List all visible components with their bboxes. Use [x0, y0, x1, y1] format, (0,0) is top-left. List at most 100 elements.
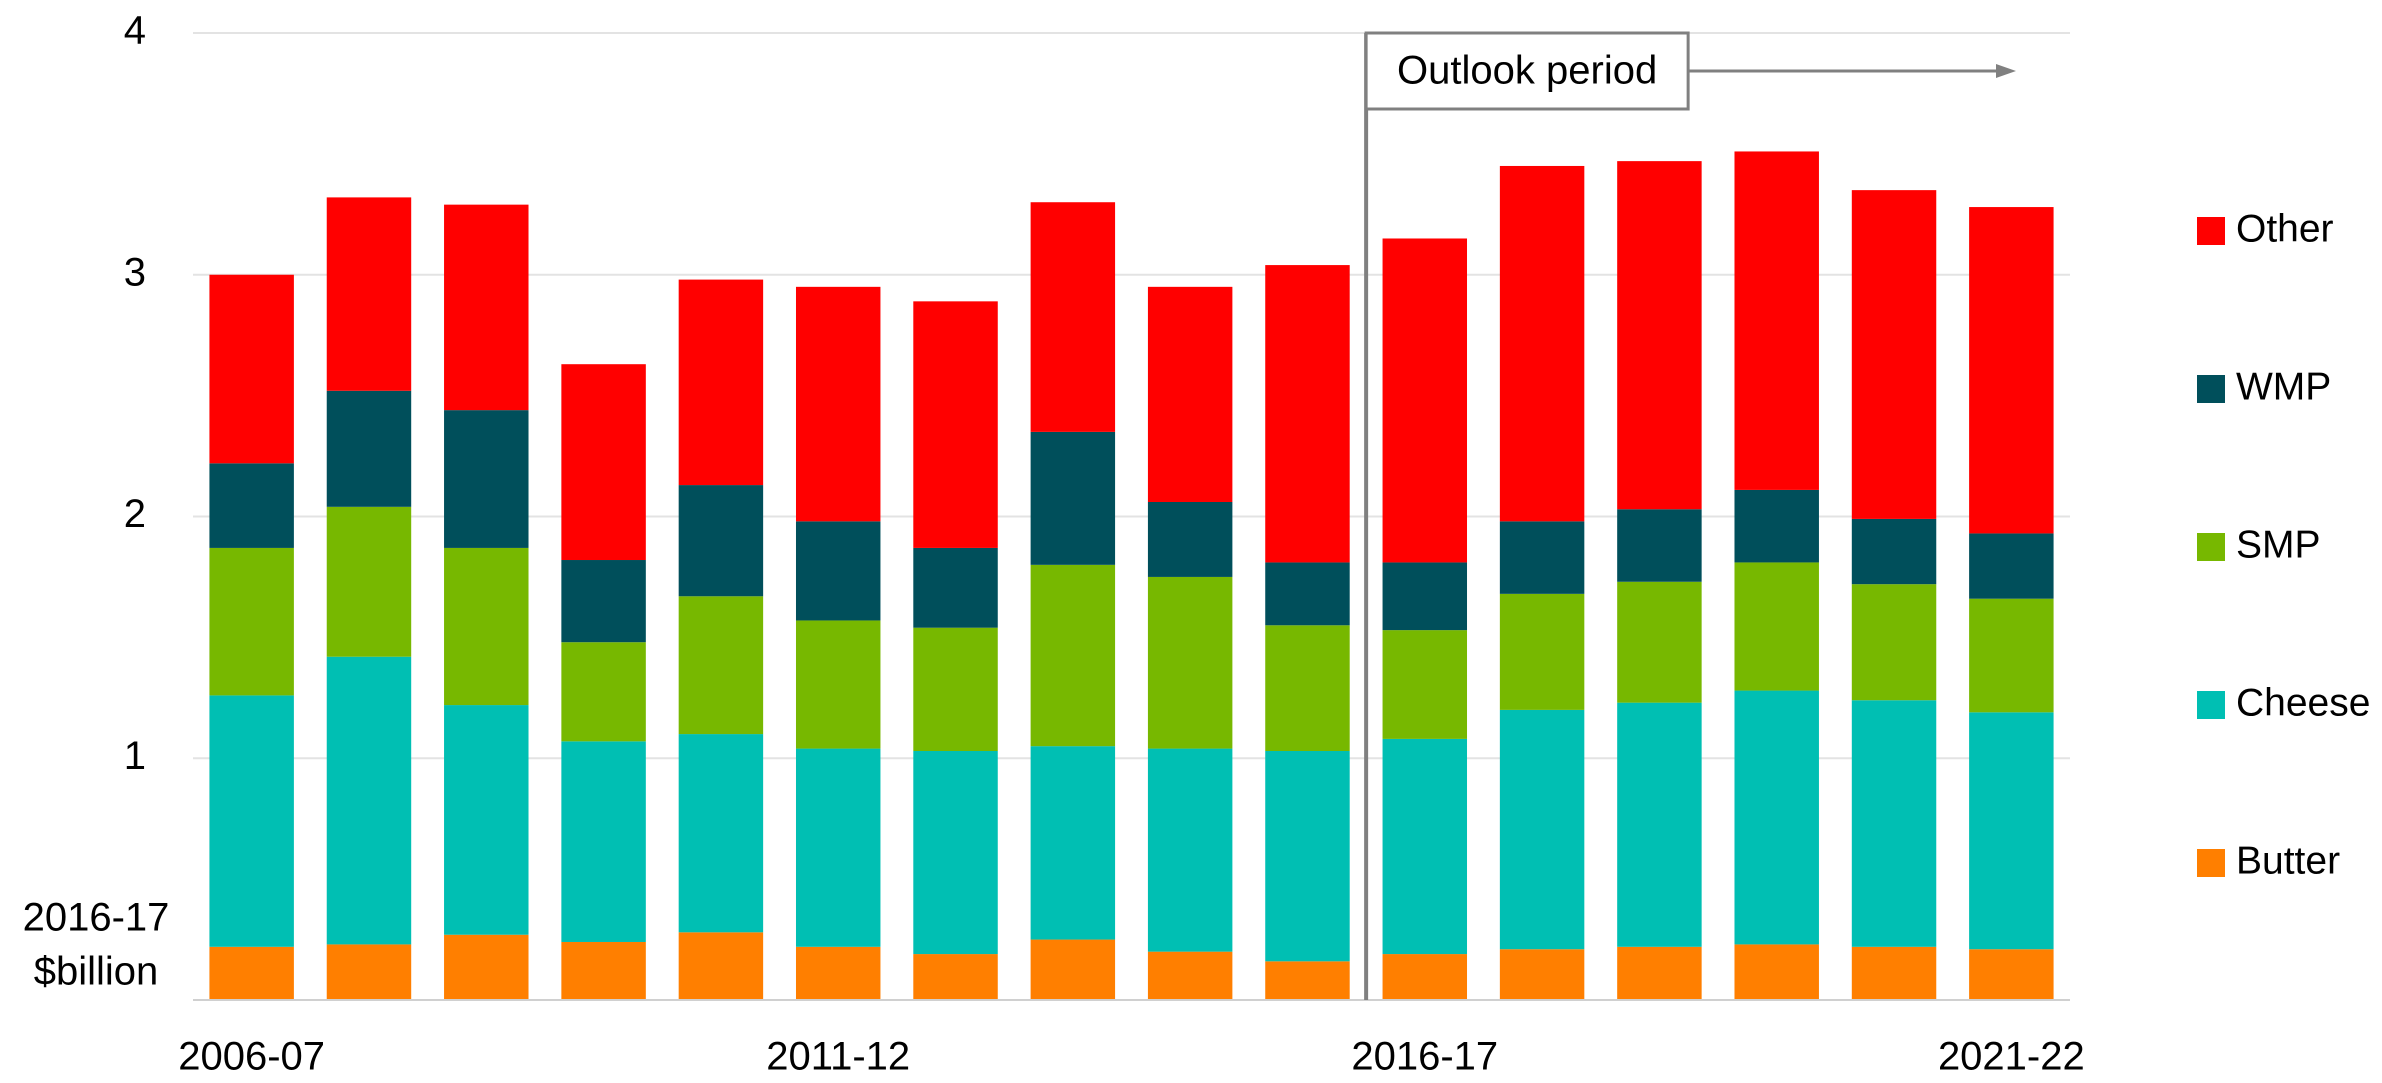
- arrow-head: [1996, 64, 2016, 78]
- bar-segment: [1147, 951, 1233, 1000]
- legend-label: Other: [2236, 207, 2334, 250]
- bar-segment: [1617, 161, 1702, 510]
- bar-segment: [913, 627, 998, 751]
- bar-segment: [1734, 944, 1819, 1000]
- bar-segment: [1499, 521, 1585, 594]
- bar-segment: [1734, 151, 1819, 490]
- bar-segment: [209, 695, 294, 947]
- bar-segment: [561, 364, 646, 561]
- bar-segment: [1969, 949, 2054, 1000]
- bar-segment: [209, 946, 294, 1000]
- outlook-box: [1364, 31, 1690, 111]
- bar-segment: [1499, 949, 1585, 1000]
- bar-segment: [1265, 625, 1350, 751]
- bar-segment: [1734, 489, 1819, 563]
- bar-segment: [444, 934, 529, 1000]
- legend-label: Cheese: [2236, 681, 2370, 724]
- bar-segment: [1969, 598, 2054, 713]
- bar-segment: [1382, 562, 1468, 631]
- bar-segment: [678, 485, 764, 597]
- bar-segment: [1617, 702, 1702, 947]
- bar-segment: [1969, 207, 2054, 534]
- bar-segment: [1734, 562, 1819, 691]
- y-axis-label: $billion: [34, 950, 159, 994]
- bar-segment: [326, 197, 412, 391]
- bar-segment: [444, 547, 529, 706]
- bar-segment: [326, 506, 412, 657]
- bar-segment: [444, 705, 529, 935]
- bar-segment: [1382, 738, 1468, 955]
- y-axis-label: 2016-17: [23, 896, 170, 940]
- bar-segment: [1382, 954, 1468, 1000]
- bar-segment: [1030, 202, 1116, 432]
- bar-segment: [913, 954, 998, 1000]
- bar-segment: [444, 410, 529, 548]
- bar-segment: [1030, 564, 1116, 747]
- bar-segment: [1734, 690, 1819, 945]
- x-tick-label: 2016-17: [1351, 1035, 1498, 1079]
- y-tick-label: 1: [124, 734, 146, 778]
- y-tick-label: 4: [124, 9, 146, 53]
- x-tick-label: 2011-12: [766, 1035, 910, 1079]
- bar-segment: [1499, 593, 1585, 710]
- bar-segment: [1499, 165, 1585, 522]
- bar-segment: [1851, 700, 1937, 947]
- legend-swatch: [2197, 533, 2225, 561]
- bar-segment: [1617, 946, 1702, 1000]
- bar-segment: [678, 596, 764, 735]
- bar-segment: [1147, 286, 1233, 502]
- legend-label: SMP: [2236, 523, 2321, 566]
- legend-swatch: [2197, 217, 2225, 245]
- bar-segment: [561, 642, 646, 742]
- bar-segment: [913, 301, 998, 548]
- bar-segment: [444, 204, 529, 411]
- bar-segment: [1382, 238, 1468, 563]
- bar-segment: [1499, 709, 1585, 950]
- bar-segment: [795, 748, 881, 947]
- bar-segment: [678, 932, 764, 1000]
- bar-segment: [1147, 501, 1233, 577]
- legend-swatch: [2197, 375, 2225, 403]
- bar-segment: [1147, 576, 1233, 749]
- bar-segment: [795, 620, 881, 749]
- bar-segment: [1969, 712, 2054, 950]
- bar-segment: [561, 560, 646, 643]
- x-tick-label: 2021-22: [1938, 1035, 2085, 1079]
- bar-segment: [1969, 533, 2054, 599]
- bar-segment: [561, 941, 646, 1000]
- annotation: Outlook period: [1397, 49, 1657, 93]
- bar-segment: [1147, 748, 1233, 952]
- bar-segment: [326, 944, 412, 1000]
- bar-segment: [209, 274, 294, 464]
- bar-segment: [326, 390, 412, 507]
- bar-segment: [326, 656, 412, 945]
- bar-segment: [1382, 630, 1468, 739]
- bar-segment: [209, 463, 294, 548]
- bar-segment: [1030, 746, 1116, 940]
- legend-swatch: [2197, 849, 2225, 877]
- bar-segment: [1851, 946, 1937, 1000]
- bar-segment: [678, 734, 764, 933]
- legend-label: Butter: [2236, 839, 2340, 882]
- bar-segment: [1265, 961, 1350, 1000]
- y-tick-label: 3: [124, 250, 146, 294]
- bar-segment: [1030, 939, 1116, 1000]
- bar-segment: [209, 547, 294, 696]
- bar-segment: [1851, 518, 1937, 585]
- y-tick-label: 2: [124, 492, 146, 536]
- bar-segment: [795, 286, 881, 522]
- bar-segment: [1851, 190, 1937, 519]
- bar-segment: [795, 946, 881, 1000]
- bar-segment: [1617, 581, 1702, 703]
- bar-segment: [1265, 750, 1350, 962]
- bar-segment: [913, 750, 998, 955]
- legend-label: WMP: [2236, 365, 2331, 408]
- bar-segment: [795, 521, 881, 621]
- bar-segment: [1030, 431, 1116, 565]
- bar-segment: [913, 547, 998, 628]
- bar-segment: [678, 279, 764, 486]
- bar-segment: [561, 741, 646, 942]
- bar-segment: [1265, 265, 1350, 563]
- legend-swatch: [2197, 691, 2225, 719]
